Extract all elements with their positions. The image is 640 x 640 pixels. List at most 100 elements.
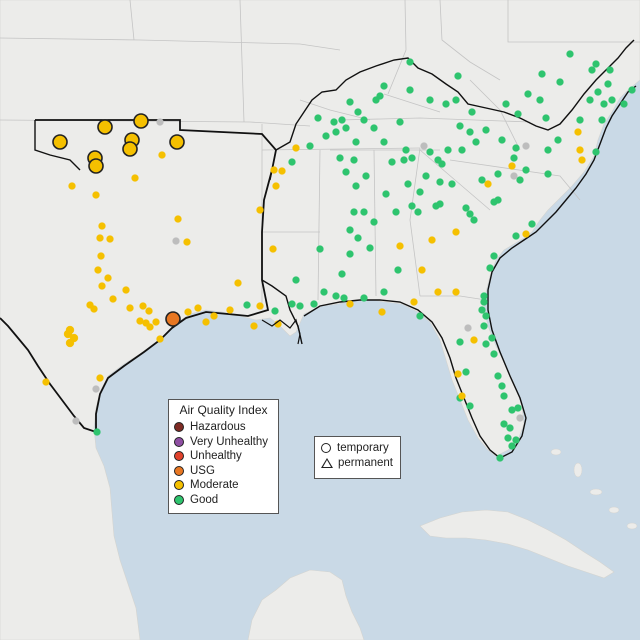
monitor-point[interactable] xyxy=(234,279,242,287)
monitor-point[interactable] xyxy=(444,146,452,154)
monitor-point[interactable] xyxy=(350,208,358,216)
monitor-point[interactable] xyxy=(92,385,100,393)
monitor-point[interactable] xyxy=(494,372,502,380)
monitor-point[interactable] xyxy=(488,334,496,342)
monitor-point[interactable] xyxy=(454,72,462,80)
monitor-point[interactable] xyxy=(352,182,360,190)
monitor-point[interactable] xyxy=(288,300,296,308)
monitor-point[interactable] xyxy=(456,122,464,130)
monitor-point[interactable] xyxy=(133,113,149,129)
monitor-point[interactable] xyxy=(396,242,404,250)
monitor-point[interactable] xyxy=(292,144,300,152)
monitor-point[interactable] xyxy=(594,88,602,96)
monitor-point[interactable] xyxy=(554,136,562,144)
monitor-point[interactable] xyxy=(310,300,318,308)
monitor-point[interactable] xyxy=(156,335,164,343)
monitor-point[interactable] xyxy=(210,312,218,320)
monitor-point[interactable] xyxy=(516,414,524,422)
monitor-point[interactable] xyxy=(464,324,472,332)
monitor-point[interactable] xyxy=(156,118,164,126)
monitor-point[interactable] xyxy=(354,108,362,116)
monitor-point[interactable] xyxy=(484,180,492,188)
monitor-point[interactable] xyxy=(604,80,612,88)
monitor-point[interactable] xyxy=(346,250,354,258)
monitor-point[interactable] xyxy=(72,417,80,425)
monitor-point[interactable] xyxy=(183,238,191,246)
monitor-point[interactable] xyxy=(342,168,350,176)
monitor-point[interactable] xyxy=(586,96,594,104)
monitor-point[interactable] xyxy=(452,228,460,236)
monitor-point[interactable] xyxy=(332,292,340,300)
monitor-point[interactable] xyxy=(512,144,520,152)
monitor-point[interactable] xyxy=(97,119,113,135)
monitor-point[interactable] xyxy=(380,138,388,146)
monitor-point[interactable] xyxy=(498,136,506,144)
monitor-point[interactable] xyxy=(480,292,488,300)
monitor-points[interactable] xyxy=(42,50,636,462)
monitor-point[interactable] xyxy=(576,146,584,154)
monitor-point[interactable] xyxy=(482,312,490,320)
monitor-point[interactable] xyxy=(408,154,416,162)
monitor-point[interactable] xyxy=(538,70,546,78)
monitor-point[interactable] xyxy=(96,374,104,382)
monitor-point[interactable] xyxy=(544,170,552,178)
monitor-point[interactable] xyxy=(146,323,154,331)
monitor-point[interactable] xyxy=(126,304,134,312)
monitor-point[interactable] xyxy=(454,370,462,378)
monitor-point[interactable] xyxy=(420,142,428,150)
monitor-point[interactable] xyxy=(506,424,514,432)
monitor-point[interactable] xyxy=(270,166,278,174)
monitor-point[interactable] xyxy=(592,148,600,156)
monitor-point[interactable] xyxy=(88,158,104,174)
monitor-point[interactable] xyxy=(330,118,338,126)
monitor-point[interactable] xyxy=(104,274,112,282)
monitor-point[interactable] xyxy=(498,382,506,390)
monitor-point[interactable] xyxy=(90,305,98,313)
monitor-point[interactable] xyxy=(194,304,202,312)
monitor-point[interactable] xyxy=(508,442,516,450)
monitor-point[interactable] xyxy=(448,180,456,188)
monitor-point[interactable] xyxy=(269,245,277,253)
monitor-point[interactable] xyxy=(243,301,251,309)
monitor-point[interactable] xyxy=(536,96,544,104)
monitor-point[interactable] xyxy=(314,114,322,122)
monitor-point[interactable] xyxy=(106,235,114,243)
monitor-point[interactable] xyxy=(370,218,378,226)
monitor-point[interactable] xyxy=(362,172,370,180)
monitor-point[interactable] xyxy=(434,288,442,296)
monitor-point[interactable] xyxy=(169,134,185,150)
monitor-point[interactable] xyxy=(131,174,139,182)
monitor-point[interactable] xyxy=(65,338,75,348)
monitor-point[interactable] xyxy=(346,226,354,234)
monitor-point[interactable] xyxy=(472,138,480,146)
monitor-point[interactable] xyxy=(174,215,182,223)
monitor-point[interactable] xyxy=(434,156,442,164)
monitor-point[interactable] xyxy=(578,156,586,164)
monitor-point[interactable] xyxy=(63,329,73,339)
monitor-point[interactable] xyxy=(354,234,362,242)
monitor-point[interactable] xyxy=(42,378,50,386)
monitor-point[interactable] xyxy=(145,307,153,315)
monitor-point[interactable] xyxy=(574,128,582,136)
monitor-point[interactable] xyxy=(394,266,402,274)
monitor-point[interactable] xyxy=(494,170,502,178)
monitor-point[interactable] xyxy=(458,392,466,400)
monitor-point[interactable] xyxy=(122,286,130,294)
monitor-point[interactable] xyxy=(338,116,346,124)
monitor-point[interactable] xyxy=(256,302,264,310)
monitor-point[interactable] xyxy=(508,162,516,170)
monitor-point[interactable] xyxy=(98,222,106,230)
monitor-point[interactable] xyxy=(462,204,470,212)
monitor-point[interactable] xyxy=(522,230,530,238)
monitor-point[interactable] xyxy=(288,158,296,166)
monitor-point[interactable] xyxy=(410,298,418,306)
monitor-point[interactable] xyxy=(466,128,474,136)
monitor-point[interactable] xyxy=(528,220,536,228)
monitor-point[interactable] xyxy=(426,96,434,104)
monitor-point[interactable] xyxy=(92,191,100,199)
monitor-point[interactable] xyxy=(470,336,478,344)
monitor-point[interactable] xyxy=(480,322,488,330)
monitor-point[interactable] xyxy=(588,66,596,74)
monitor-point[interactable] xyxy=(320,288,328,296)
